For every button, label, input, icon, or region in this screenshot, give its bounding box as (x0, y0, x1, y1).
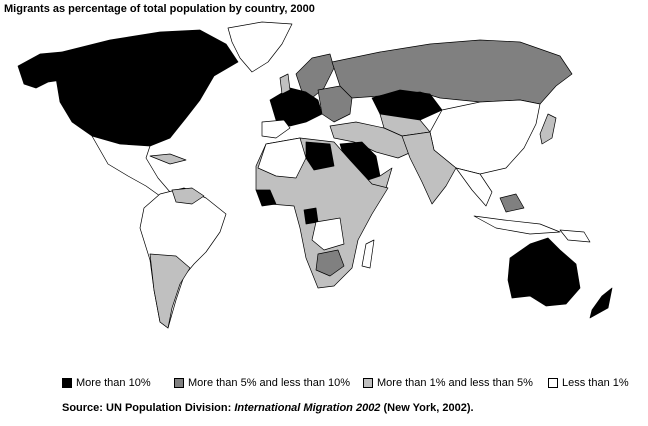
source-suffix: (New York, 2002). (380, 402, 474, 414)
russia (331, 39, 573, 105)
legend-swatch (363, 378, 373, 388)
canada-usa (55, 29, 239, 147)
philippines-malaysia (499, 193, 525, 213)
new-zealand (589, 287, 613, 319)
legend-swatch (548, 378, 558, 388)
southeast-asia (455, 167, 493, 207)
source: Source: UN Population Division: Internat… (62, 402, 474, 414)
gabon (303, 207, 319, 225)
madagascar (361, 239, 375, 269)
central-africa (311, 217, 345, 251)
indonesia (473, 215, 561, 235)
papua-new-guinea (559, 229, 591, 243)
japan (539, 113, 557, 145)
legend-swatch (62, 378, 72, 388)
source-prefix: Source: UN Population Division: (62, 402, 235, 414)
world-map (17, 21, 613, 329)
australia (507, 237, 581, 307)
north-africa (257, 137, 307, 179)
legend-label: More than 10% (76, 377, 151, 389)
west-africa (255, 189, 277, 207)
southern-africa (315, 249, 345, 277)
argentina-chile (149, 253, 191, 329)
legend: More than 10% More than 5% and less than … (62, 377, 642, 391)
legend-label: Less than 1% (562, 377, 629, 389)
legend-item: More than 10% (62, 377, 151, 389)
turkey-iran (329, 121, 417, 159)
legend-item: Less than 1% (548, 377, 629, 389)
uk (279, 73, 291, 95)
venezuela-guyanas (171, 187, 205, 205)
source-title: International Migration 2002 (234, 402, 381, 414)
caribbean (149, 153, 187, 165)
legend-label: More than 1% and less than 5% (377, 377, 533, 389)
iberia (261, 119, 291, 139)
mexico-central-america (91, 135, 171, 197)
legend-item: More than 5% and less than 10% (174, 377, 350, 389)
legend-swatch (174, 378, 184, 388)
libya (305, 141, 335, 171)
india-south-asia (401, 131, 457, 205)
alaska (17, 51, 63, 89)
legend-label: More than 5% and less than 10% (188, 377, 351, 389)
legend-item: More than 1% and less than 5% (363, 377, 533, 389)
greenland (227, 21, 293, 73)
map-title: Migrants as percentage of total populati… (4, 3, 315, 15)
